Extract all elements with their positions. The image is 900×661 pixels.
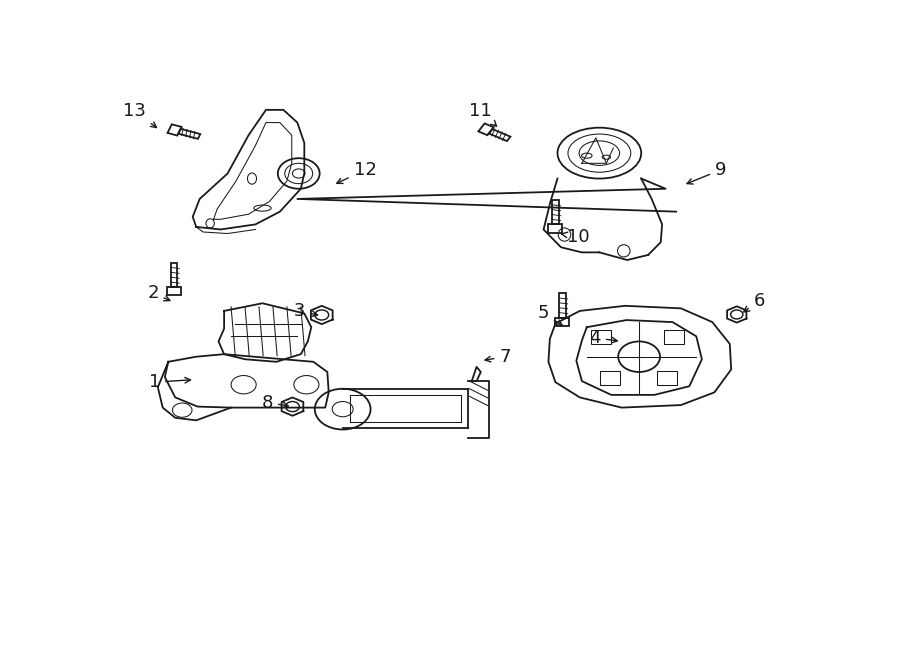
Text: 6: 6 [743, 292, 765, 312]
Text: 11: 11 [470, 102, 497, 126]
Text: 1: 1 [148, 373, 191, 391]
Text: 13: 13 [123, 102, 157, 128]
Text: 3: 3 [293, 302, 318, 320]
Text: 5: 5 [538, 305, 562, 325]
Text: 4: 4 [590, 329, 617, 347]
Text: 10: 10 [562, 228, 590, 246]
Text: 2: 2 [148, 284, 170, 302]
Text: 12: 12 [337, 161, 376, 184]
Text: 9: 9 [687, 161, 726, 184]
Text: 8: 8 [262, 393, 288, 412]
Text: 7: 7 [485, 348, 511, 366]
